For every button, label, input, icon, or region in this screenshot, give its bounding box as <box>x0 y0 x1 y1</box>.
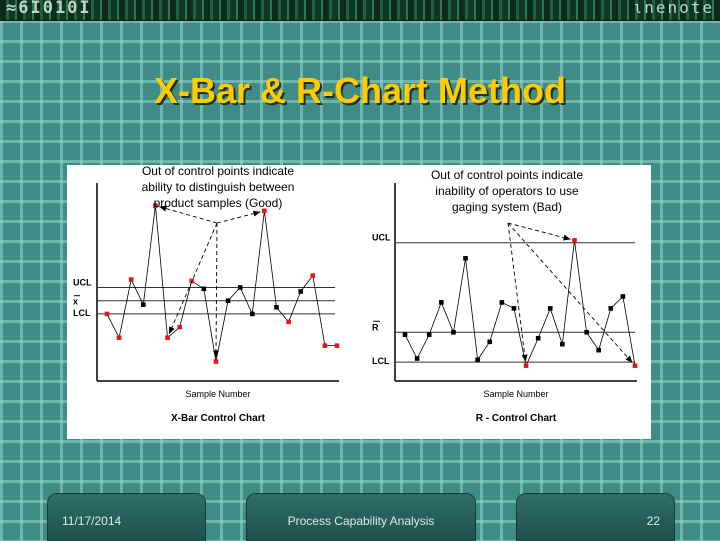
chart2-data-point-9 <box>499 300 505 305</box>
chart2-annotation-line-1: Out of control points indicate <box>431 168 583 182</box>
chart2-data-point-18 <box>608 306 614 311</box>
chart1-data-point-18 <box>310 273 316 278</box>
chart2-data-point-15 <box>572 238 577 243</box>
chart2-data-point-8 <box>487 339 493 345</box>
footer-page-tab: 22 <box>516 493 675 541</box>
chart2-arrow-head-2 <box>563 234 571 241</box>
chart2-data-point-17 <box>596 347 601 353</box>
chart2-annotation-line-2: inability of operators to use <box>435 184 579 198</box>
chart1-data-point-12 <box>237 285 243 290</box>
chart1-data-point-16 <box>286 319 291 325</box>
chart2-arrow-head-1 <box>521 354 528 362</box>
chart1-data-point-14 <box>262 208 267 214</box>
chart2-data-point-4 <box>439 300 444 305</box>
chart1-data-point-3 <box>128 277 134 282</box>
chart2-data-point-6 <box>463 255 468 261</box>
chart2-data-point-11 <box>523 363 529 368</box>
chart1-data-point-6 <box>165 335 170 341</box>
chart1-annotation-line-1: Out of control points indicate <box>142 165 294 178</box>
chart1-annotation-line-3: product samples (Good) <box>154 196 283 210</box>
chart1-data-point-20 <box>334 343 340 348</box>
chart1-arrow-head-3 <box>213 350 220 358</box>
chart1-data-point-2 <box>116 335 122 341</box>
chart2-data-point-19 <box>620 294 626 299</box>
chart2-data-point-13 <box>547 306 553 311</box>
chart-panel: UCL x LCL Out of control points indicate abi… <box>67 165 651 439</box>
chart2-x-axis-label: Sample Number <box>483 389 548 399</box>
chart1-data-point-13 <box>249 311 255 317</box>
chart1-arrow-head-1 <box>159 205 167 212</box>
chart1-arrow-line-2 <box>168 222 218 335</box>
footer-date: 11/17/2014 <box>62 514 122 528</box>
chart1-data-point-7 <box>177 324 182 330</box>
chart2-arrow-line-1 <box>507 222 526 362</box>
chart1-lcl-label: LCL <box>73 308 91 318</box>
footer-title-tab: Process Capability Analysis <box>246 493 476 541</box>
chart1-data-point-5 <box>153 203 158 208</box>
slide-title: X-Bar & R-Chart Method <box>154 70 566 111</box>
footer-date-tab: 11/17/2014 <box>47 493 206 541</box>
chart2-arrow-line-2 <box>507 222 571 240</box>
chart2-center-label: R <box>372 322 379 332</box>
chart2-arrow-line-3 <box>507 222 633 363</box>
chart1-x-axis-label: Sample Number <box>185 389 250 399</box>
chart1-chart-title: X-Bar Control Chart <box>171 413 266 424</box>
chart1-data-point-19 <box>322 343 328 348</box>
chart1-arrow-head-2 <box>169 326 175 335</box>
chart1-data-point-15 <box>274 305 279 310</box>
banner-decoration-right: ιnenote <box>632 0 714 17</box>
chart1-arrow-line-3 <box>215 222 218 358</box>
chart2-data-point-12 <box>535 335 541 341</box>
chart2-ucl-label: UCL <box>372 233 391 243</box>
chart2-data-point-20 <box>632 363 638 368</box>
chart2-data-point-10 <box>511 306 517 311</box>
chart1-data-point-11 <box>225 298 231 304</box>
chart2-series-line <box>404 240 636 367</box>
banner-decoration-left: ≈6Ι010Ι <box>6 0 92 18</box>
chart1-annotation-line-2: ability to distinguish between <box>142 180 295 194</box>
chart1-data-point-9 <box>201 286 207 292</box>
chart2-data-point-5 <box>451 329 456 335</box>
chart1-data-point-17 <box>298 289 303 294</box>
chart1-arrow-head-4 <box>252 210 261 217</box>
chart1-data-point-4 <box>141 302 146 307</box>
chart2-chart-title: R - Control Chart <box>476 413 557 424</box>
chart2-lcl-label: LCL <box>372 356 390 366</box>
chart2-data-point-3 <box>426 332 432 337</box>
chart1-series-line <box>106 205 337 362</box>
chart1-center-label: x <box>73 297 78 307</box>
chart1-data-point-10 <box>213 359 219 364</box>
chart2-arrow-head-3 <box>625 355 633 363</box>
chart2-data-point-1 <box>402 332 408 337</box>
footer-page-number: 22 <box>646 514 660 528</box>
chart2-annotation-line-3: gaging system (Bad) <box>452 200 562 214</box>
chart1-data-point-1 <box>104 311 110 317</box>
chart1-ucl-label: UCL <box>73 278 92 288</box>
footer-title: Process Capability Analysis <box>287 514 435 528</box>
chart2-data-point-7 <box>475 357 480 363</box>
chart2-data-point-14 <box>560 341 565 347</box>
chart1-arrow-line-4 <box>216 211 261 224</box>
chart2-data-point-2 <box>414 356 420 361</box>
chart2-data-point-16 <box>584 329 589 335</box>
chart1-arrow-line-1 <box>159 206 218 224</box>
top-banner: ≈6Ι010Ι ιnenote <box>0 0 720 21</box>
